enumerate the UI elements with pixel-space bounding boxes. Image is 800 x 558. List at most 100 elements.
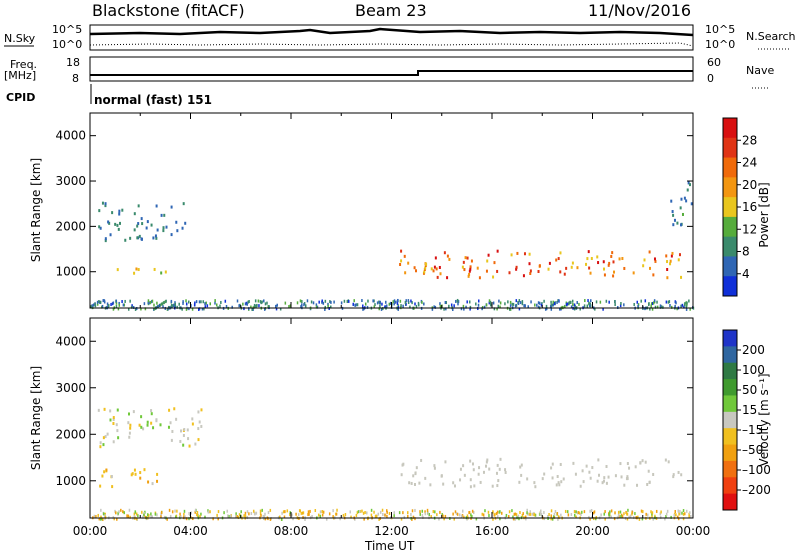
- speckle-cell: [650, 510, 652, 514]
- speckle-cell: [168, 508, 171, 512]
- date-title: 11/Nov/2016: [588, 1, 691, 20]
- speckle-cell: [442, 514, 444, 518]
- speckle-cell: [134, 510, 137, 514]
- speckle-cell: [263, 517, 265, 521]
- nsearch-label: N.Search: [746, 30, 796, 43]
- data-cell: [688, 183, 691, 187]
- speckle-cell: [111, 302, 114, 306]
- freq-label: Freq.: [10, 58, 37, 71]
- speckle-cell: [613, 517, 616, 521]
- data-cell: [676, 221, 679, 225]
- speckle-cell: [276, 303, 278, 307]
- speckle-cell: [159, 303, 162, 307]
- speckle-cell: [518, 299, 521, 303]
- speckle-cell: [617, 513, 620, 517]
- data-cell: [101, 201, 104, 205]
- data-cell: [181, 226, 184, 230]
- speckle-cell: [322, 510, 325, 514]
- speckle-cell: [677, 517, 680, 521]
- velocity-panel-frame: [89, 317, 694, 519]
- speckle-cell: [655, 509, 658, 513]
- speckle-cell: [147, 299, 150, 303]
- speckle-cell: [511, 302, 514, 306]
- speckle-cell: [649, 307, 651, 311]
- colorbar-segment: [723, 477, 737, 495]
- speckle-cell: [279, 515, 281, 519]
- data-cell: [665, 254, 668, 258]
- speckle-cell: [140, 307, 142, 311]
- data-cell: [112, 416, 115, 420]
- speckle-cell: [319, 514, 322, 518]
- data-cell: [146, 423, 149, 427]
- nave-label: Nave: [746, 64, 774, 77]
- speckle-cell: [475, 302, 477, 306]
- speckle-cell: [445, 307, 447, 311]
- speckle-cell: [101, 305, 103, 309]
- speckle-cell: [509, 307, 512, 311]
- speckle-cell: [91, 304, 93, 308]
- data-cell: [176, 229, 179, 233]
- data-cell: [469, 459, 472, 463]
- power-colorbar: 4 8 12 16 20 24 28: [722, 117, 757, 297]
- speckle-cell: [421, 300, 423, 304]
- data-cell: [652, 472, 655, 476]
- data-cell: [160, 213, 163, 217]
- speckle-cell: [534, 513, 537, 517]
- speckle-cell: [268, 305, 270, 309]
- data-cell: [464, 256, 467, 260]
- speckle-cell: [289, 511, 292, 515]
- speckle-cell: [110, 302, 112, 306]
- colorbar-tick-label: 100: [742, 363, 765, 377]
- data-cell: [673, 218, 676, 222]
- data-cell: [666, 276, 669, 280]
- time-axis-label: Time UT: [364, 539, 415, 553]
- data-cell: [497, 479, 500, 483]
- station-title: Blackstone (fitACF): [92, 1, 245, 20]
- data-cell: [557, 257, 560, 261]
- speckle-cell: [289, 304, 292, 308]
- speckle-cell: [421, 513, 424, 517]
- data-cell: [446, 276, 449, 280]
- colorbar-segment: [723, 177, 737, 198]
- speckle-cell: [180, 515, 182, 519]
- speckle-cell: [590, 299, 592, 303]
- speckle-cell: [321, 513, 324, 517]
- data-cell: [652, 273, 655, 277]
- speckle-cell: [638, 517, 641, 521]
- speckle-cell: [652, 301, 655, 305]
- speckle-cell: [324, 305, 326, 309]
- speckle-cell: [664, 517, 666, 521]
- speckle-cell: [194, 508, 197, 512]
- speckle-cell: [564, 509, 567, 513]
- data-cell: [400, 249, 403, 253]
- data-cell: [522, 274, 525, 278]
- speckle-cell: [174, 302, 176, 306]
- speckle-cell: [226, 509, 229, 513]
- speckle-cell: [400, 517, 403, 521]
- speckle-cell: [366, 305, 369, 309]
- speckle-cell: [543, 517, 546, 521]
- speckle-cell: [123, 303, 126, 307]
- speckle-cell: [460, 307, 463, 311]
- speckle-cell: [619, 510, 622, 514]
- data-cell: [557, 481, 560, 485]
- speckle-cell: [143, 513, 145, 517]
- speckle-cell: [132, 305, 135, 309]
- data-cell: [135, 267, 138, 271]
- speckle-cell: [121, 300, 123, 304]
- speckle-cell: [410, 513, 412, 517]
- speckle-cell: [393, 302, 395, 306]
- speckle-cell: [244, 514, 247, 518]
- data-cell: [139, 476, 142, 480]
- speckle-cell: [377, 512, 380, 516]
- speckle-cell: [315, 303, 318, 307]
- data-cell: [432, 269, 435, 273]
- speckle-cell: [113, 517, 115, 521]
- speckle-cell: [402, 304, 404, 308]
- speckle-cell: [324, 307, 326, 311]
- speckle-cell: [247, 300, 249, 304]
- speckle-cell: [394, 300, 397, 304]
- speckle-cell: [525, 517, 527, 521]
- data-cell: [649, 266, 652, 270]
- speckle-cell: [668, 300, 671, 304]
